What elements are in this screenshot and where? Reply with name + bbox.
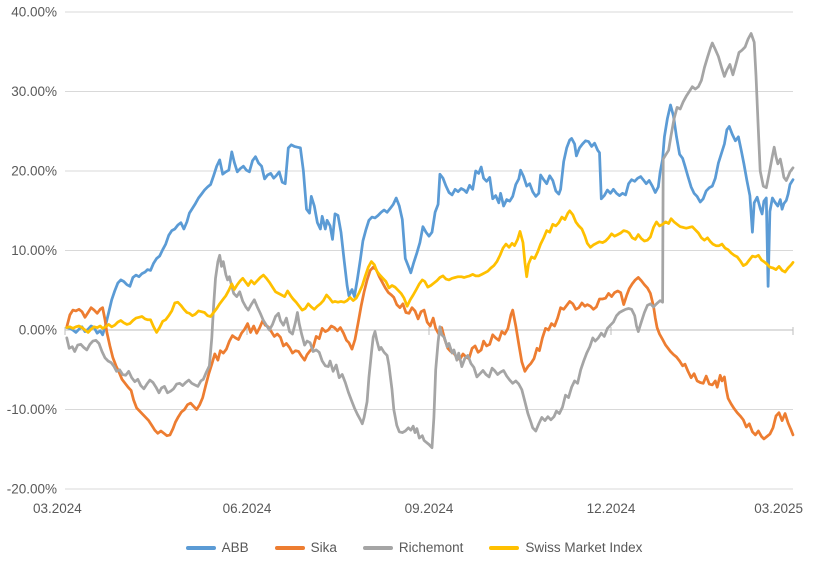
series-line-richemont (65, 32, 795, 450)
y-axis-label: 20.00% (11, 164, 57, 179)
legend-label: ABB (221, 540, 249, 555)
series-line-sika (65, 265, 795, 441)
y-axis-label: -20.00% (7, 482, 57, 497)
x-axis-label: 12.2024 (587, 501, 636, 516)
legend-item-swiss-market-index: Swiss Market Index (489, 540, 642, 555)
legend-line-swatch (489, 545, 520, 550)
legend-label: Sika (310, 540, 337, 555)
x-axis-label: 03.2024 (33, 501, 82, 516)
legend: ABB Sika Richemont Swiss Market Index (0, 540, 828, 555)
legend-line-swatch (185, 545, 216, 550)
y-axis-label: 30.00% (11, 84, 57, 99)
legend-item-sika: Sika (274, 540, 337, 555)
y-axis-label: 10.00% (11, 243, 57, 258)
x-axis-label: 09.2024 (405, 501, 454, 516)
y-axis-label: -10.00% (7, 402, 57, 417)
legend-item-richemont: Richemont (362, 540, 464, 555)
y-axis-label: 0.00% (19, 323, 57, 338)
legend-label: Swiss Market Index (525, 540, 643, 555)
x-axis-label: 03.2025 (754, 501, 803, 516)
series-line-swiss-market-index (65, 209, 795, 334)
legend-label: Richemont (398, 540, 464, 555)
legend-line-swatch (362, 545, 393, 550)
x-axis-label: 06.2024 (223, 501, 272, 516)
legend-item-abb: ABB (185, 540, 249, 555)
series-line-abb (65, 103, 795, 337)
y-axis-label: 40.00% (11, 5, 57, 20)
legend-line-swatch (274, 545, 305, 550)
